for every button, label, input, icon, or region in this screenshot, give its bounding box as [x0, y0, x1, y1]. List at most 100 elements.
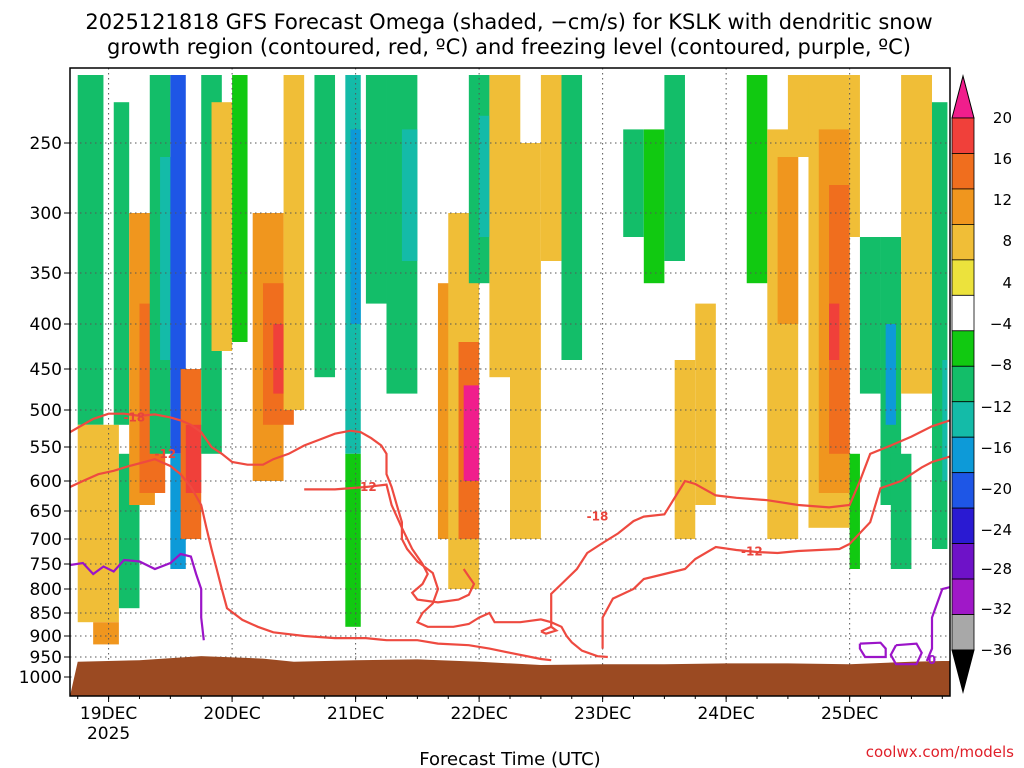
- omega-cell: [479, 115, 490, 237]
- x-tick-label: 25DEC: [821, 704, 878, 724]
- omega-cell: [695, 303, 716, 505]
- plot-area: -18 -12 -12 -18 -12 0: [69, 67, 951, 697]
- contour-label: -18: [587, 510, 609, 524]
- y-tick-label: 250: [30, 134, 62, 154]
- y-tick-label: 550: [30, 438, 62, 458]
- omega-cell: [942, 360, 948, 481]
- omega-cell: [849, 75, 860, 237]
- colorbar-label: 20: [993, 109, 1012, 127]
- y-tick-label: 800: [30, 580, 62, 600]
- omega-cell: [746, 75, 768, 284]
- omega-cell: [859, 237, 881, 394]
- y-tick-label: 750: [30, 555, 62, 575]
- chart-title-line2: growth region (contoured, red, ºC) and f…: [107, 35, 911, 59]
- x-tick-label: 22DEC: [450, 704, 507, 724]
- omega-cell: [623, 129, 644, 237]
- contour-dgz-18-right: [550, 419, 950, 627]
- y-tick-label: 1000: [19, 668, 62, 688]
- y-tick-label: 900: [30, 627, 62, 647]
- x-tick-label: 21DEC: [327, 704, 384, 724]
- omega-cell: [113, 102, 130, 425]
- contour-freezing-left: [70, 552, 205, 641]
- contour-dgz-lower: [70, 458, 552, 662]
- colorbar-segment: [951, 259, 975, 296]
- omega-cell: [849, 453, 860, 569]
- omega-cell: [674, 360, 696, 539]
- colorbar-label: 4: [1002, 274, 1012, 292]
- y-tick-label: 350: [30, 264, 62, 284]
- colorbar-bottom-arrow: [951, 649, 975, 694]
- omega-cell: [561, 75, 583, 360]
- omega-cell: [777, 157, 799, 324]
- contours: -18 -12 -12 -18 -12 0: [70, 410, 950, 667]
- x-tick-label: 24DEC: [697, 704, 754, 724]
- x-tick-label: 19DEC: [80, 704, 137, 724]
- y-tick-label: 400: [30, 315, 62, 335]
- colorbar-segment: [951, 117, 975, 154]
- contour-label: -12: [355, 480, 377, 494]
- omega-shading: [77, 75, 948, 645]
- colorbar-segment: [951, 578, 975, 615]
- omega-cell: [540, 75, 562, 261]
- y-tick-label: 500: [30, 401, 62, 421]
- omega-cell: [829, 303, 840, 360]
- colorbar-segment: [951, 436, 975, 474]
- surface-terrain: [70, 656, 950, 696]
- colorbar-segment: [951, 543, 975, 580]
- colorbar-label: −20: [980, 480, 1012, 498]
- contour-label: 0: [928, 653, 936, 667]
- colorbar-label: −24: [980, 521, 1012, 539]
- y-tick-label: 650: [30, 502, 62, 522]
- credit-link[interactable]: coolwx.com/models: [866, 743, 1014, 761]
- omega-cell: [401, 129, 418, 261]
- omega-cell: [643, 129, 665, 284]
- contour-label: -12: [154, 447, 176, 461]
- y-tick-label: 450: [30, 360, 62, 380]
- colorbar-label: −36: [980, 641, 1012, 659]
- y-tick-label: 950: [30, 648, 62, 668]
- omega-cell: [314, 75, 336, 378]
- omega-cell: [77, 424, 119, 623]
- contour-dgz-small-loop: [540, 625, 559, 635]
- colorbar-label: 12: [993, 191, 1012, 209]
- contour-freezing-right-loop1: [858, 641, 887, 659]
- omega-cell: [170, 75, 186, 454]
- omega-cell: [510, 143, 541, 539]
- x-tick-label: 23DEC: [574, 704, 631, 724]
- colorbar-label: −4: [990, 315, 1012, 333]
- omega-cell: [283, 75, 305, 410]
- colorbar-segment: [951, 188, 975, 225]
- contour-freezing-right-line: [925, 585, 950, 662]
- colorbar-segment: [951, 223, 975, 261]
- y-tick-label: 850: [30, 604, 62, 624]
- chart-title-line1: 2025121818 GFS Forecast Omega (shaded, −…: [85, 10, 932, 34]
- colorbar-label: −8: [990, 356, 1012, 374]
- omega-cell: [185, 424, 202, 493]
- y-tick-label: 600: [30, 472, 62, 492]
- omega-cell: [463, 385, 480, 481]
- colorbar-segment: [951, 401, 975, 438]
- y-tick-label: 300: [30, 204, 62, 224]
- colorbar-label: 16: [993, 150, 1012, 168]
- colorbar-segment: [951, 294, 975, 332]
- colorbar-segment: [951, 330, 975, 367]
- omega-cell: [93, 622, 119, 645]
- colorbar-label: 8: [1002, 232, 1012, 250]
- colorbar-label: −32: [980, 600, 1012, 618]
- contour-label: -12: [741, 545, 763, 559]
- omega-cell: [350, 129, 361, 324]
- colorbar-label: −16: [980, 439, 1012, 457]
- contour-label: -18: [123, 410, 145, 424]
- x-tick-sublabel: 2025: [87, 724, 130, 744]
- colorbar-segment: [951, 472, 975, 509]
- contour-dgz-12-right: [601, 455, 950, 649]
- omega-cell: [901, 75, 932, 394]
- colorbar-segment: [951, 614, 975, 651]
- omega-cell: [345, 453, 361, 627]
- colorbar-top-arrow: [951, 74, 975, 119]
- omega-cell: [232, 75, 248, 342]
- y-tick-label: 700: [30, 530, 62, 550]
- x-axis-label: Forecast Time (UTC): [419, 749, 600, 768]
